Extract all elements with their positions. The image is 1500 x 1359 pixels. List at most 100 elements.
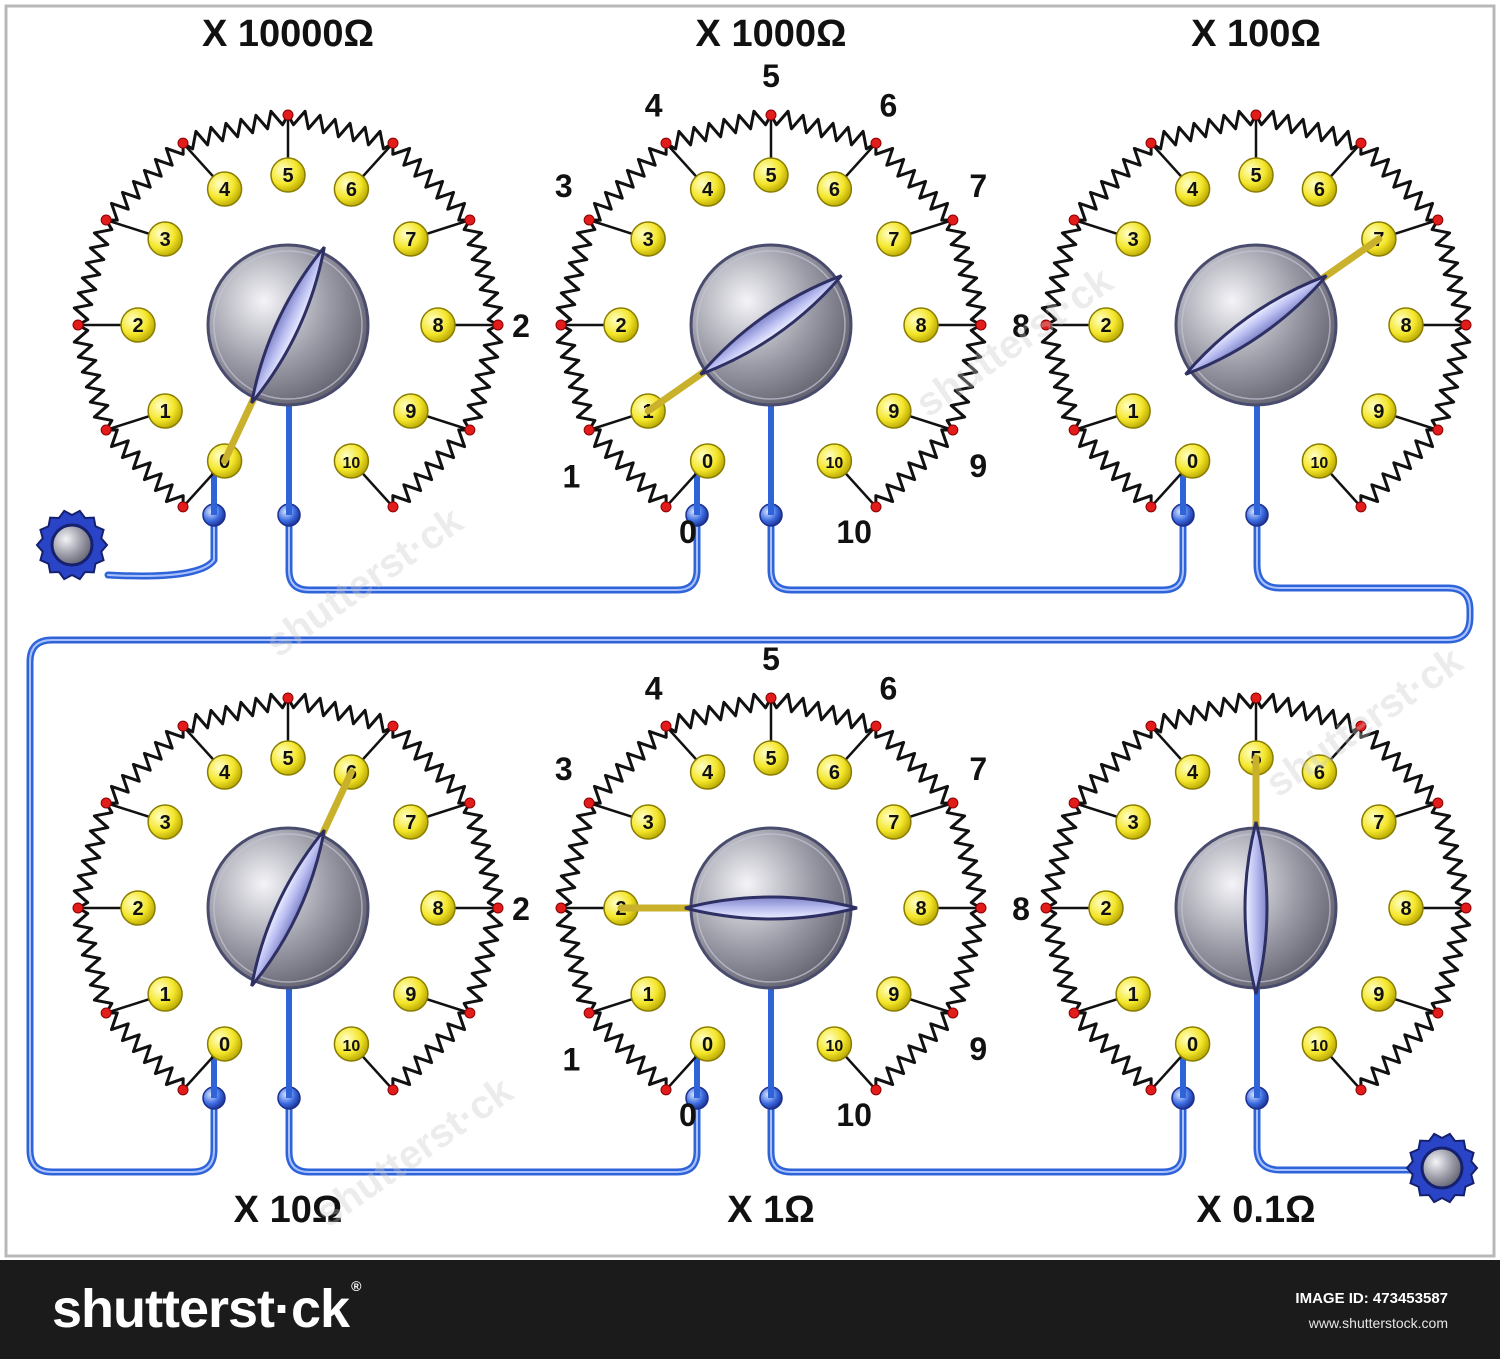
contact-stud-9[interactable]: 9	[876, 976, 912, 1012]
brand-logo[interactable]: shutterst·ck ®	[52, 1278, 361, 1340]
contact-stud-4[interactable]: 4	[689, 171, 726, 207]
contact-stud-6[interactable]: 6	[1301, 171, 1338, 207]
contact-stud-10[interactable]: 10	[1301, 1026, 1338, 1062]
contact-stud-3[interactable]: 3	[630, 804, 666, 840]
contact-stud-8[interactable]: 8	[420, 890, 456, 926]
contact-stud-9[interactable]: 9	[393, 393, 429, 429]
dial-selector-icon[interactable]	[206, 242, 370, 407]
terminal-input-icon[interactable]	[35, 509, 109, 581]
tap-node	[282, 692, 294, 704]
contact-stud-9[interactable]: 9	[1361, 976, 1397, 1012]
contact-stud-7[interactable]: 7	[393, 804, 429, 840]
dial-selector-icon[interactable]	[689, 243, 853, 407]
contact-stud-9[interactable]: 9	[393, 976, 429, 1012]
contact-stud-0[interactable]: 0	[689, 1026, 726, 1062]
contact-stud-8[interactable]: 8	[420, 307, 456, 343]
contact-stud-4[interactable]: 4	[1174, 171, 1211, 207]
contact-stud-1[interactable]: 1	[1115, 393, 1151, 429]
contact-stud-0[interactable]: 0	[689, 443, 726, 479]
contact-stud-2[interactable]: 2	[1088, 307, 1124, 343]
dial-selector-icon[interactable]	[684, 826, 858, 990]
contact-number: 2	[615, 315, 626, 337]
contact-stud-2[interactable]: 2	[1088, 890, 1124, 926]
tap-node	[100, 1007, 112, 1019]
tap-node	[870, 501, 882, 513]
contact-stud-5[interactable]: 5	[1238, 157, 1274, 193]
contact-number: 6	[829, 179, 840, 201]
contact-stud-7[interactable]: 7	[1361, 804, 1397, 840]
wire-highlight	[288, 1097, 698, 1173]
contact-stud-6[interactable]: 6	[1301, 754, 1338, 790]
dial-selector-icon[interactable]	[1174, 821, 1338, 995]
contact-stud-1[interactable]: 1	[147, 393, 183, 429]
outer-scale-number: 3	[555, 168, 573, 204]
contact-number: 6	[1314, 179, 1325, 201]
resistor-element	[555, 802, 597, 910]
resistor-element	[1150, 109, 1258, 151]
contact-number: 10	[342, 1038, 360, 1055]
contact-stud-7[interactable]: 7	[393, 221, 429, 257]
contact-stud-8[interactable]: 8	[1388, 307, 1424, 343]
resistor-element	[462, 906, 504, 1014]
contact-stud-0[interactable]: 0	[206, 1026, 243, 1062]
contact-number: 9	[1373, 401, 1384, 423]
contact-stud-0[interactable]: 0	[1174, 443, 1211, 479]
contact-stud-5[interactable]: 5	[270, 157, 306, 193]
contact-stud-2[interactable]: 2	[120, 890, 156, 926]
contact-stud-10[interactable]: 10	[816, 1026, 853, 1062]
contact-stud-5[interactable]: 5	[753, 740, 789, 776]
contact-number: 1	[160, 984, 171, 1006]
contact-stud-1[interactable]: 1	[147, 976, 183, 1012]
contact-stud-2[interactable]: 2	[603, 307, 639, 343]
tap-node	[387, 720, 399, 732]
contact-number: 4	[219, 762, 231, 784]
contact-stud-10[interactable]: 10	[816, 443, 853, 479]
resistor-element	[1359, 428, 1438, 507]
contact-number: 4	[1187, 762, 1199, 784]
contact-stud-4[interactable]: 4	[1174, 754, 1211, 790]
contact-stud-1[interactable]: 1	[630, 976, 666, 1012]
contact-stud-8[interactable]: 8	[1388, 890, 1424, 926]
registered-mark: ®	[351, 1278, 361, 1294]
contact-stud-10[interactable]: 10	[333, 443, 370, 479]
contact-stud-2[interactable]: 2	[120, 307, 156, 343]
contact-stud-8[interactable]: 8	[903, 307, 939, 343]
contact-stud-3[interactable]: 3	[147, 221, 183, 257]
contact-stud-4[interactable]: 4	[206, 754, 243, 790]
contact-stud-0[interactable]: 0	[1174, 1026, 1211, 1062]
contact-stud-8[interactable]: 8	[903, 890, 939, 926]
resistor-element	[286, 692, 394, 734]
contact-stud-5[interactable]: 5	[270, 740, 306, 776]
contact-stud-3[interactable]: 3	[630, 221, 666, 257]
dial-selector-icon[interactable]	[206, 825, 370, 990]
contact-number: 4	[1187, 179, 1199, 201]
contact-stud-5[interactable]: 5	[753, 157, 789, 193]
dial-selector-icon[interactable]	[1174, 243, 1338, 407]
contact-stud-7[interactable]: 7	[876, 804, 912, 840]
contact-stud-3[interactable]: 3	[1115, 221, 1151, 257]
tap-node	[947, 424, 959, 436]
contact-stud-10[interactable]: 10	[333, 1026, 370, 1062]
contact-stud-4[interactable]: 4	[689, 754, 726, 790]
contact-number: 0	[1187, 1034, 1198, 1056]
contact-stud-6[interactable]: 6	[816, 754, 853, 790]
resistance-dial-4: X 10Ω012345678910	[72, 692, 504, 1231]
contact-stud-9[interactable]: 9	[1361, 393, 1397, 429]
resistor-element	[1359, 726, 1438, 805]
contact-stud-7[interactable]: 7	[876, 221, 912, 257]
contact-stud-1[interactable]: 1	[1115, 976, 1151, 1012]
resistor-element	[1074, 1011, 1153, 1090]
contact-number: 6	[829, 762, 840, 784]
contact-stud-4[interactable]: 4	[206, 171, 243, 207]
contact-stud-3[interactable]: 3	[1115, 804, 1151, 840]
contact-stud-6[interactable]: 6	[333, 171, 370, 207]
site-url[interactable]: www.shutterstock.com	[1308, 1315, 1448, 1331]
resistor-element	[1040, 219, 1082, 327]
contact-stud-9[interactable]: 9	[876, 393, 912, 429]
contact-stud-3[interactable]: 3	[147, 804, 183, 840]
contact-stud-10[interactable]: 10	[1301, 443, 1338, 479]
terminal-output-icon[interactable]	[1405, 1132, 1479, 1204]
tap-node	[583, 797, 595, 809]
contact-stud-6[interactable]: 6	[816, 171, 853, 207]
resistor-element	[874, 726, 953, 805]
